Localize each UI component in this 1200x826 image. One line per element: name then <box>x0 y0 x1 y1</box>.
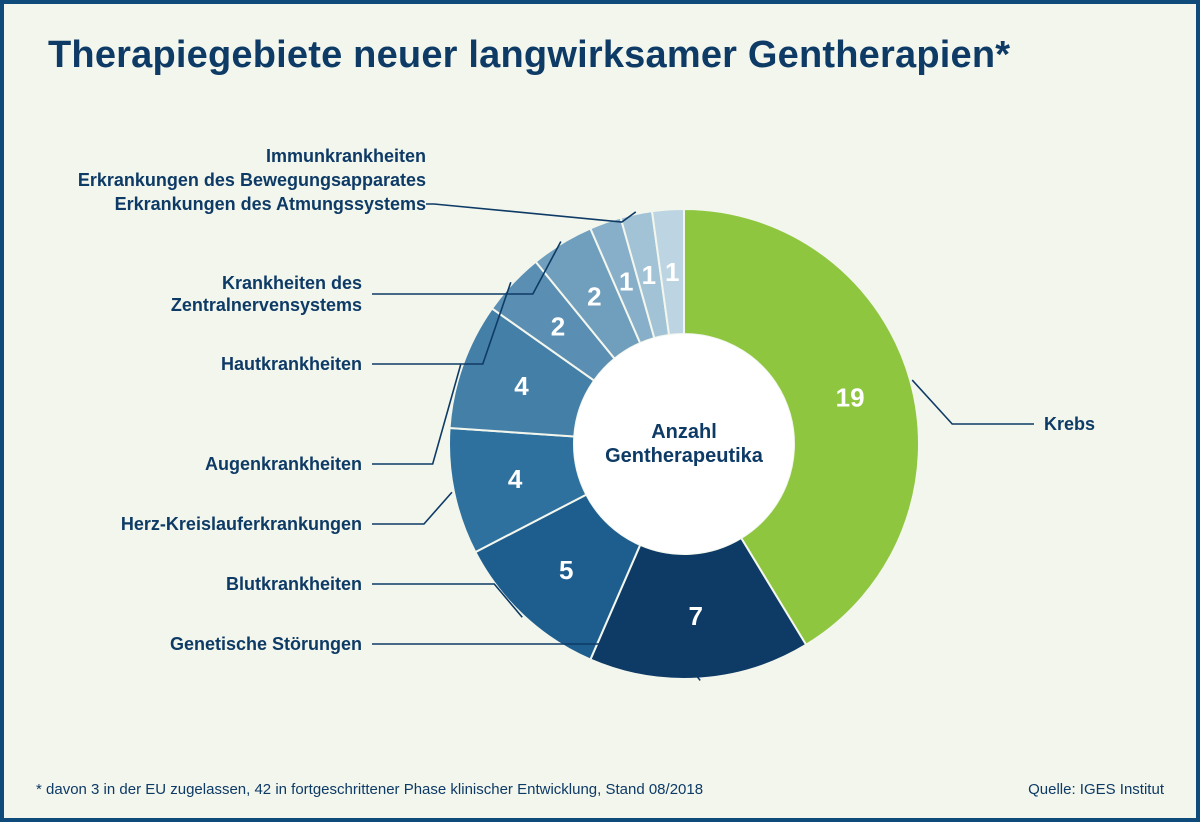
segment-label: Erkrankungen des Atmungssystems <box>115 194 426 214</box>
center-label-line1: Anzahl <box>651 421 717 443</box>
segment-label: Erkrankungen des Bewegungsapparates <box>78 170 426 190</box>
segment-label: Immunkrankheiten <box>266 146 426 166</box>
segment-label: Genetische Störungen <box>170 634 362 654</box>
segment-label: Augenkrankheiten <box>205 454 362 474</box>
segment-value: 7 <box>689 601 703 631</box>
segment-value: 2 <box>587 282 601 312</box>
segment-label: Zentralnervensystems <box>171 295 362 315</box>
segment-value: 4 <box>514 371 529 401</box>
leader-line <box>912 380 1034 424</box>
source-label: Quelle: IGES Institut <box>1028 781 1164 798</box>
donut-chart: AnzahlGentherapeutika19754422111KrebsGen… <box>4 4 1200 826</box>
segment-label: Krebs <box>1044 414 1095 434</box>
segment-value: 4 <box>508 464 523 494</box>
segment-value: 1 <box>665 257 679 287</box>
segment-label: Hautkrankheiten <box>221 354 362 374</box>
segment-value: 1 <box>642 260 656 290</box>
leader-line <box>372 492 452 524</box>
segment-label: Blutkrankheiten <box>226 574 362 594</box>
leader-line-group <box>426 204 636 222</box>
footnote: * davon 3 in der EU zugelassen, 42 in fo… <box>36 781 703 798</box>
center-label-line2: Gentherapeutika <box>605 445 764 467</box>
segment-value: 1 <box>619 266 633 296</box>
segment-value: 19 <box>836 382 865 412</box>
leader-line <box>372 365 461 464</box>
segment-label: Herz-Kreislauferkrankungen <box>121 514 362 534</box>
segment-label: Krankheiten des <box>222 273 362 293</box>
segment-value: 2 <box>551 311 565 341</box>
segment-value: 5 <box>559 555 573 585</box>
